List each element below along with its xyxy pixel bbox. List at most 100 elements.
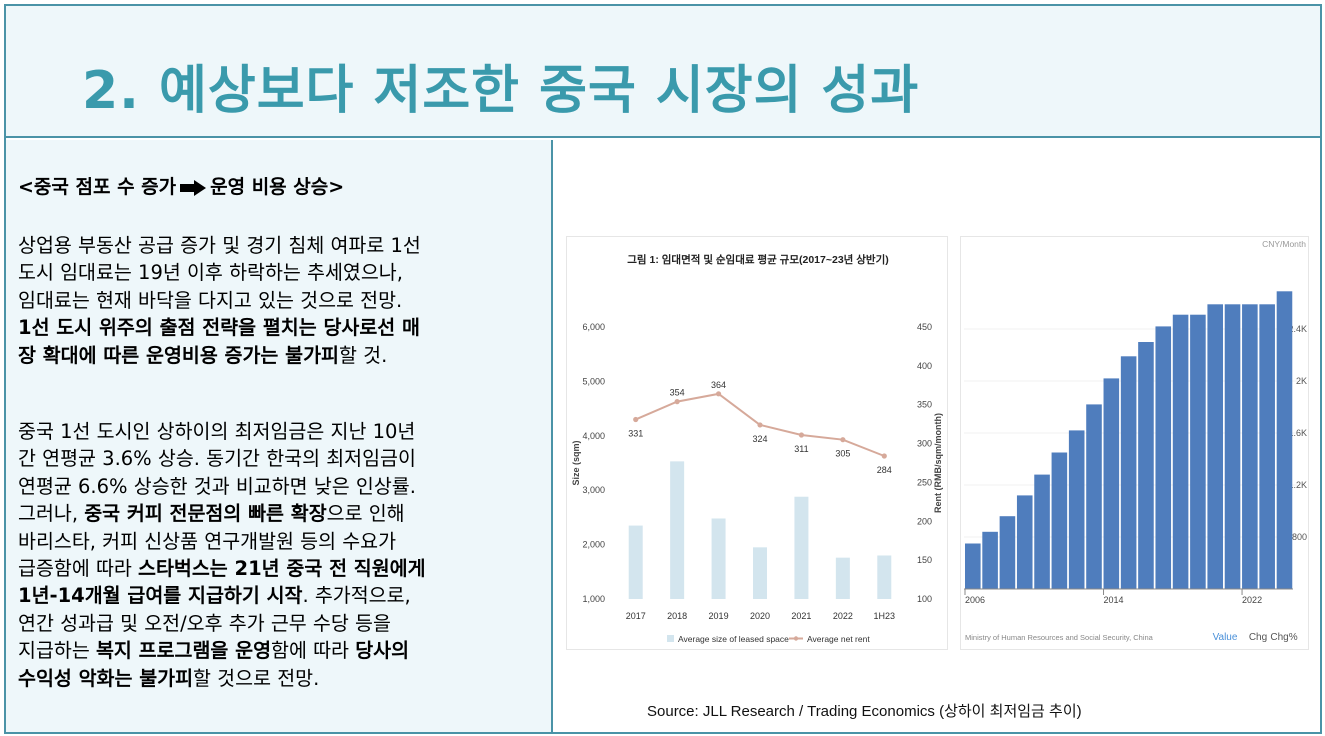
data-label: 354 (670, 388, 685, 398)
y-tick-label: 1.2K (1288, 480, 1307, 490)
y-tick-label: 2,000 (582, 540, 605, 550)
y-tick-label: 800 (1292, 532, 1307, 542)
data-label: 284 (877, 465, 892, 475)
slide-frame (4, 4, 1322, 734)
text-panel: <중국 점포 수 증가 운영 비용 상승> 상업용 부동산 공급 증가 및 경기 … (6, 140, 553, 732)
line-point (757, 422, 763, 428)
y2-tick-label: 450 (917, 322, 932, 332)
bold-text: 장 확대에 따른 운영비용 증가는 불가피 (18, 343, 339, 367)
x-tick-label: 2017 (626, 611, 646, 621)
line-point (633, 416, 639, 423)
bar (1034, 474, 1050, 589)
heading-right: 운영 비용 상승> (210, 176, 345, 198)
bar (965, 543, 981, 589)
data-label: 331 (628, 428, 643, 438)
data-label: 364 (711, 380, 726, 390)
bar (1138, 342, 1154, 589)
bold-text: 스타벅스는 21년 중국 전 직원에게 (138, 557, 426, 581)
bar (1016, 495, 1033, 589)
bar (877, 555, 892, 599)
text-run: 간 연평균 3.6% 상승. 동기간 한국의 최저임금이 (18, 447, 416, 471)
text-run: 할 것. (338, 343, 388, 367)
text-run: 바리스타, 커피 신상품 연구개발원 등의 수요가 (18, 529, 397, 553)
line-point (715, 391, 722, 397)
text-run: 임대료는 현재 바닥을 다지고 있는 것으로 전망. (18, 288, 403, 312)
bar (835, 557, 850, 599)
y2-tick-label: 100 (917, 594, 932, 604)
text-run: 지급하는 (18, 639, 96, 663)
y2-tick-label: 150 (917, 555, 932, 565)
section-heading: <중국 점포 수 증가 운영 비용 상승> (18, 172, 344, 199)
data-label: 311 (794, 444, 808, 454)
text-line: 간 연평균 3.6% 상승. 동기간 한국의 최저임금이 (18, 445, 548, 472)
wage-chart: CNY/Month 800 1.2K 1.6K 2K 2.4K 2006 2014 2022 Mi… (960, 236, 1309, 650)
bar (753, 547, 767, 599)
y-tick-label: 3,000 (582, 485, 605, 495)
bar (670, 461, 685, 599)
line-point (798, 432, 805, 438)
text-line: 수익성 악화는 불가피할 것으로 전망. (18, 665, 548, 692)
x-tick-label: 2018 (667, 611, 687, 621)
bold-text: 중국 커피 전문점의 빠른 확장 (84, 502, 327, 526)
y-tick-label: 1.6K (1288, 428, 1307, 438)
y-tick-label: 6,000 (582, 322, 605, 332)
legend-label: Average net rent (807, 634, 870, 644)
right-arrow-icon (180, 179, 207, 196)
y-tick-label: 1,000 (582, 594, 605, 604)
x-tick-label: 2019 (709, 611, 729, 621)
text-run: 도시 임대료는 19년 이후 하락하는 추세였으나, (18, 261, 403, 285)
chart-footer: Ministry of Human Resources and Social S… (965, 633, 1154, 642)
data-label: 305 (835, 449, 850, 459)
bar (1224, 304, 1241, 589)
text-run: 그러나, (18, 502, 85, 526)
y-tick-label: 5,000 (582, 376, 605, 386)
page-title: 2. 예상보다 저조한 중국 시장의 성과 (82, 61, 920, 121)
bar (711, 518, 726, 599)
bar (999, 516, 1016, 589)
chart-panel: 그림 1: 임대면적 및 순임대료 평균 규모(2017~23년 상반기) 1,0… (555, 140, 1320, 732)
y2-tick-label: 200 (917, 516, 932, 526)
line-point (881, 453, 887, 459)
text-line: 도시 임대료는 19년 이후 하락하는 추세였으나, (18, 259, 548, 286)
legend-swatch (793, 636, 799, 641)
bar (1172, 314, 1189, 589)
y2-tick-label: 300 (917, 439, 932, 449)
y-tick-label: 2.4K (1288, 324, 1307, 334)
text-line: 상업용 부동산 공급 증가 및 경기 침체 여파로 1선 (18, 232, 548, 259)
text-line: 지급하는 복지 프로그램을 운영함에 따라 당사의 (18, 637, 548, 664)
source-note: Source: JLL Research / Trading Economics… (647, 703, 1082, 720)
x-tick-label: 2006 (965, 595, 985, 605)
bar (1190, 314, 1206, 589)
text-line: 장 확대에 따른 운영비용 증가는 불가피할 것. (18, 342, 548, 369)
wage-chart-svg: CNY/Month 800 1.2K 1.6K 2K 2.4K 2006 2014 2022 Mi… (964, 239, 1307, 643)
legend-label: Average size of leased space (678, 634, 789, 644)
x-tick-label: 2021 (791, 611, 811, 621)
y2-tick-label: 350 (917, 400, 932, 410)
text-run: 급증함에 따라 (18, 557, 139, 581)
bold-text: 1년-14개월 급여를 지급하기 시작 (18, 584, 303, 608)
y2-axis-label: Rent (RMB/sqm/month) (933, 413, 943, 513)
legend-swatch (667, 635, 674, 642)
data-label: 324 (752, 434, 767, 444)
y-tick-label: 4,000 (582, 431, 605, 441)
text-run: 연평균 6.6% 상승한 것과 비교하면 낮은 인상률. (18, 474, 416, 498)
text-run: 중국 1선 도시인 상하이의 최저임금은 지난 10년 (18, 420, 416, 443)
line-point (674, 399, 680, 405)
text-line: 연평균 6.6% 상승한 것과 비교하면 낮은 인상률. (18, 473, 548, 500)
x-tick-label: 1H23 (874, 611, 896, 621)
text-line: 급증함에 따라 스타벅스는 21년 중국 전 직원에게 (18, 555, 548, 582)
bold-text: 복지 프로그램을 운영 (95, 639, 272, 663)
text-line: 그러나, 중국 커피 전문점의 빠른 확장으로 인해 (18, 500, 548, 527)
x-tick-label: 2022 (833, 611, 853, 621)
text-run: 으로 인해 (326, 502, 405, 526)
text-run: 상업용 부동산 공급 증가 및 경기 침체 여파로 1선 (18, 234, 421, 257)
rent-chart-svg: 그림 1: 임대면적 및 순임대료 평균 규모(2017~23년 상반기) 1,0… (571, 253, 943, 644)
text-line: 임대료는 현재 바닥을 다지고 있는 것으로 전망. (18, 287, 548, 314)
bar (1103, 378, 1120, 589)
text-line: 바리스타, 커피 신상품 연구개발원 등의 수요가 (18, 528, 548, 555)
text-run: 할 것으로 전망. (193, 666, 320, 690)
heading-left: <중국 점포 수 증가 (18, 176, 177, 198)
bold-text: 1선 도시 위주의 출점 전략을 펼치는 당사로선 매 (18, 316, 420, 340)
text-line: 1년-14개월 급여를 지급하기 시작. 추가적으로, (18, 582, 548, 609)
